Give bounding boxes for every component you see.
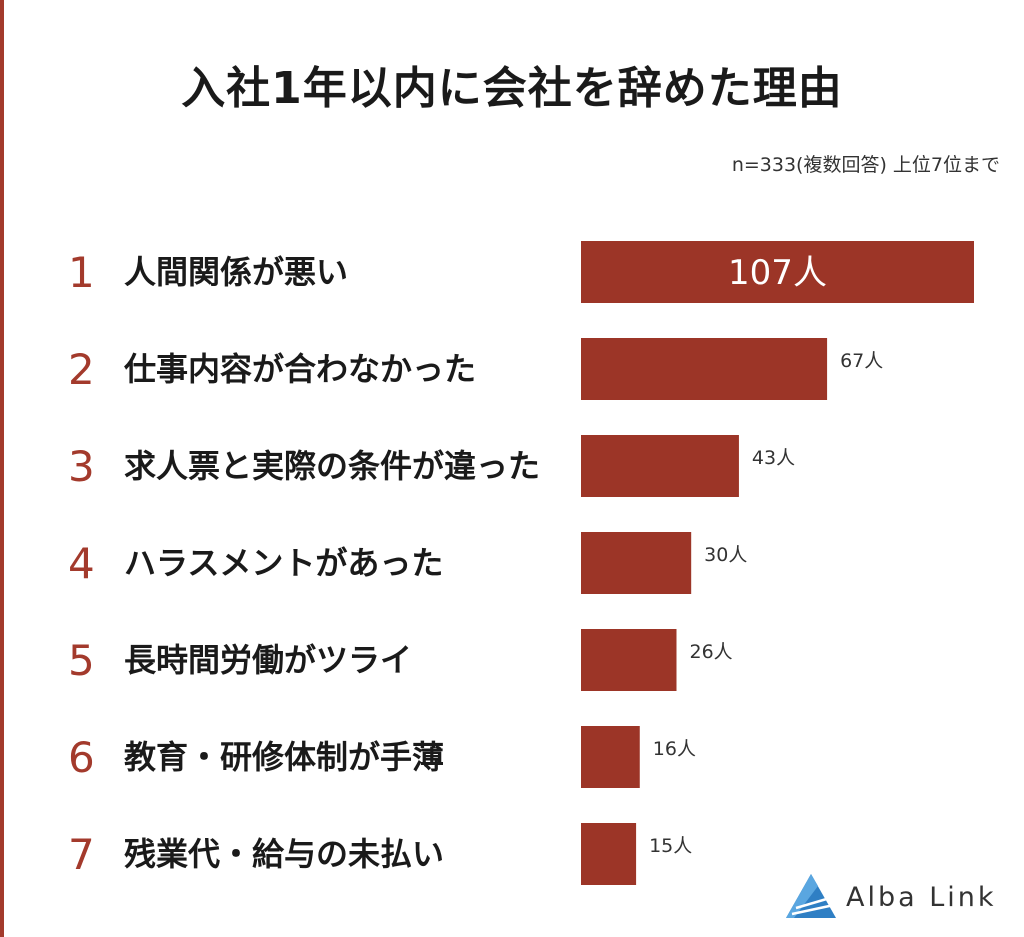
category-label: 求人票と実際の条件が違った	[124, 447, 540, 485]
value-label: 30人	[704, 544, 747, 566]
alba-link-logo: Alba Link	[784, 872, 997, 922]
category-label: 長時間労働がツライ	[124, 641, 412, 679]
rank-number: 5	[68, 636, 95, 685]
value-label: 16人	[653, 738, 696, 760]
chart-title: 入社1年以内に会社を辞めた理由	[181, 63, 843, 114]
category-label: 仕事内容が合わなかった	[124, 350, 476, 388]
bar	[581, 629, 677, 691]
rank-number: 7	[68, 830, 95, 879]
rank-number: 1	[68, 248, 95, 297]
bar	[581, 435, 739, 497]
category-label: 教育・研修体制が手薄	[124, 738, 444, 776]
rank-number: 3	[68, 442, 95, 491]
rank-number: 2	[68, 345, 95, 394]
value-label: 67人	[840, 350, 883, 372]
left-accent-rule	[0, 0, 4, 937]
value-label: 26人	[689, 641, 732, 663]
bar	[581, 726, 640, 788]
value-label: 43人	[752, 447, 795, 469]
category-label: 残業代・給与の未払い	[124, 835, 444, 873]
category-label: ハラスメントがあった	[124, 544, 443, 582]
bar	[581, 338, 828, 400]
alba-link-logo-icon	[786, 874, 836, 918]
value-label: 15人	[649, 835, 692, 857]
rank-number: 4	[68, 539, 95, 588]
bar	[581, 241, 974, 303]
rank-number: 6	[68, 733, 95, 782]
chart-subtitle: n=333(複数回答) 上位7位まで	[731, 154, 1000, 176]
bar	[581, 532, 692, 594]
value-label: 107人	[728, 253, 827, 293]
category-label: 人間関係が悪い	[124, 253, 348, 291]
brand-name: Alba Link	[846, 881, 997, 913]
bar	[581, 823, 637, 885]
